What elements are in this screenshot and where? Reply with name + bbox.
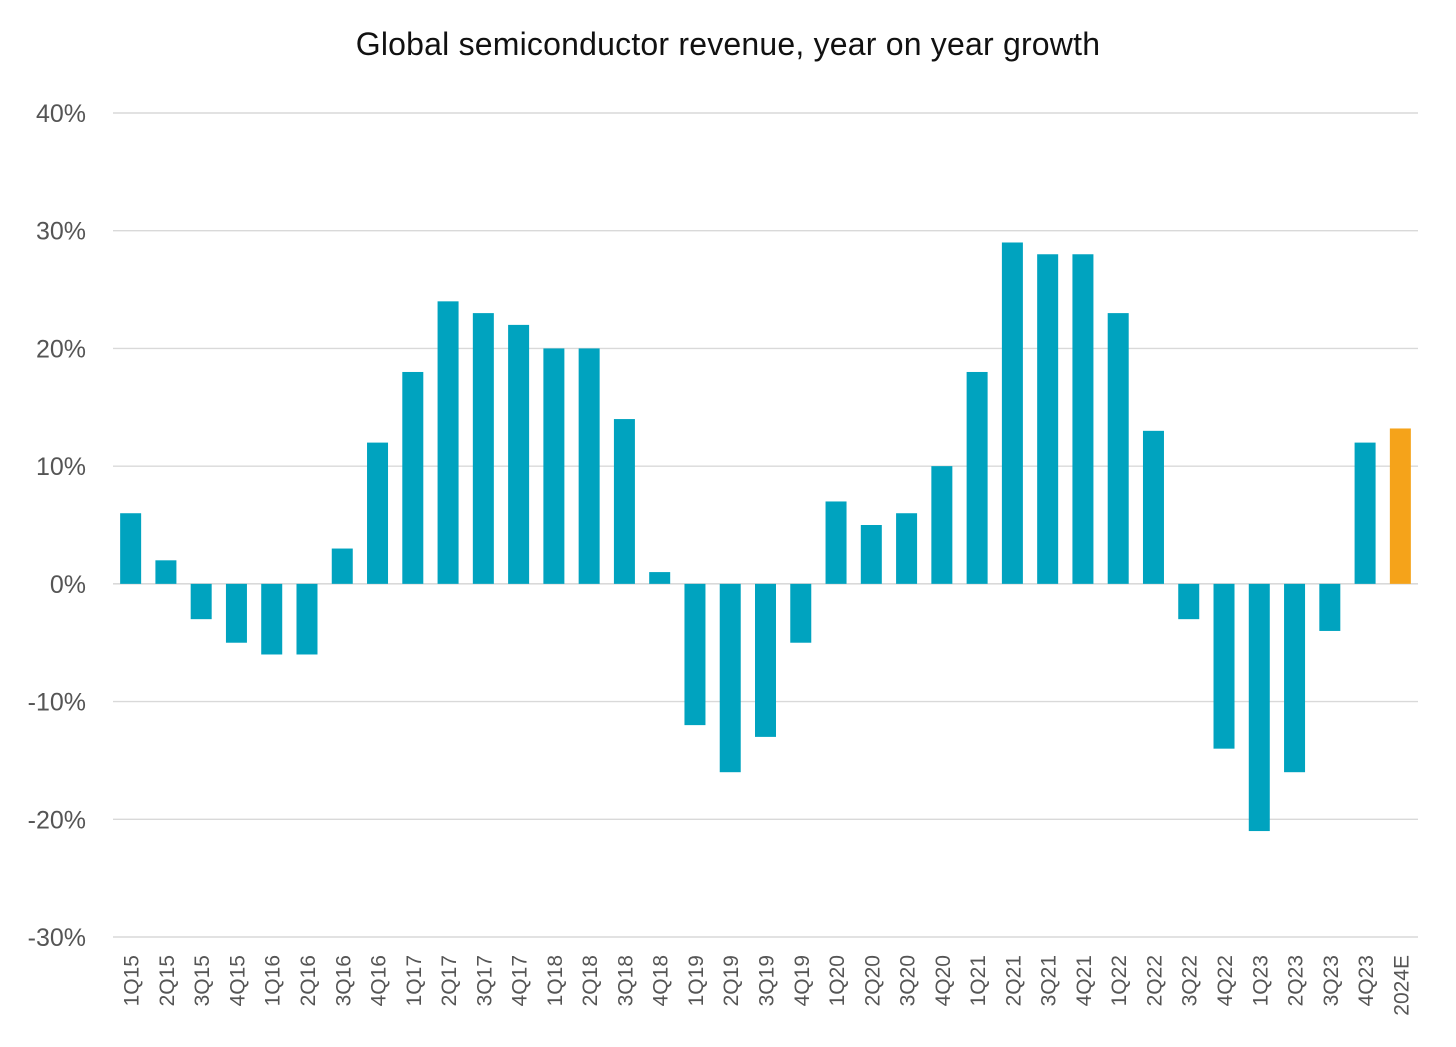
x-tick-label: 2Q17 bbox=[438, 955, 461, 1006]
y-tick-label: 40% bbox=[36, 100, 86, 128]
x-tick-label: 1Q23 bbox=[1249, 955, 1272, 1006]
bar bbox=[402, 371, 424, 584]
y-tick-label: 30% bbox=[36, 218, 86, 246]
bar bbox=[508, 324, 530, 584]
x-tick-label: 3Q20 bbox=[897, 955, 920, 1006]
bar-estimate bbox=[1389, 428, 1411, 584]
bar bbox=[1213, 583, 1235, 749]
x-tick-label: 3Q15 bbox=[191, 955, 214, 1006]
x-tick-label: 4Q22 bbox=[1214, 955, 1237, 1006]
bar bbox=[755, 583, 776, 737]
x-tick-label: 3Q17 bbox=[473, 955, 496, 1006]
x-tick-label: 2Q21 bbox=[1002, 955, 1025, 1006]
bar bbox=[120, 513, 142, 584]
x-tick-label: 3Q16 bbox=[332, 955, 355, 1006]
bar bbox=[1284, 583, 1306, 773]
bar bbox=[1178, 583, 1200, 620]
x-tick-label: 4Q19 bbox=[791, 955, 814, 1006]
y-tick-label: -20% bbox=[28, 806, 86, 834]
bar bbox=[367, 442, 389, 584]
x-tick-label: 1Q15 bbox=[121, 955, 144, 1006]
x-tick-label: 2Q22 bbox=[1143, 955, 1166, 1006]
bar bbox=[825, 501, 847, 584]
x-tick-label: 1Q17 bbox=[403, 955, 426, 1006]
y-tick-label: 20% bbox=[36, 335, 86, 363]
x-tick-label: 1Q20 bbox=[826, 955, 849, 1006]
x-tick-label: 2Q15 bbox=[156, 955, 179, 1006]
x-tick-label: 4Q23 bbox=[1355, 955, 1378, 1006]
x-tick-label: 1Q18 bbox=[544, 955, 567, 1006]
bar bbox=[719, 583, 741, 773]
bar bbox=[1142, 430, 1164, 584]
bar bbox=[1037, 254, 1059, 584]
bar bbox=[931, 466, 953, 584]
x-tick-label: 4Q15 bbox=[226, 955, 249, 1006]
x-tick-label: 3Q22 bbox=[1179, 955, 1202, 1006]
bar bbox=[1248, 583, 1270, 832]
x-tick-label: 1Q19 bbox=[685, 955, 708, 1006]
bar bbox=[966, 371, 988, 584]
x-tick-label: 2Q19 bbox=[720, 955, 743, 1006]
x-tick-label: 2Q16 bbox=[297, 955, 320, 1006]
bar bbox=[649, 572, 671, 584]
x-tick-label: 2024E bbox=[1390, 955, 1413, 1016]
bar bbox=[225, 583, 247, 643]
x-tick-label: 1Q22 bbox=[1108, 955, 1131, 1006]
bar bbox=[331, 548, 353, 584]
x-tick-label: 4Q18 bbox=[650, 955, 673, 1006]
y-tick-label: 0% bbox=[50, 571, 86, 599]
bar bbox=[684, 583, 706, 726]
bars bbox=[120, 242, 1411, 832]
bar bbox=[613, 419, 635, 584]
bar bbox=[296, 583, 318, 655]
bar bbox=[543, 348, 565, 584]
bar bbox=[1072, 254, 1094, 584]
bar bbox=[896, 513, 918, 584]
y-tick-label: -10% bbox=[28, 689, 86, 717]
bar bbox=[1354, 442, 1376, 584]
bar bbox=[155, 560, 177, 584]
y-axis-ticks: 40% 30% 20% 10% 0% -10% -20% -30% bbox=[28, 100, 86, 952]
x-tick-label: 2Q18 bbox=[579, 955, 602, 1006]
x-axis-ticks: 1Q15 2Q15 3Q15 4Q15 1Q16 2Q16 3Q16 4Q16 1Q17 2Q17… bbox=[121, 955, 1414, 1016]
x-tick-label: 4Q21 bbox=[1073, 955, 1096, 1006]
bar bbox=[860, 525, 882, 584]
x-tick-label: 3Q19 bbox=[756, 955, 779, 1006]
x-tick-label: 3Q21 bbox=[1038, 955, 1061, 1006]
bar bbox=[790, 583, 812, 643]
x-tick-label: 3Q23 bbox=[1320, 955, 1343, 1006]
bar bbox=[578, 348, 600, 584]
x-tick-label: 1Q21 bbox=[967, 955, 990, 1006]
bar bbox=[1107, 313, 1129, 584]
x-tick-label: 4Q17 bbox=[509, 955, 532, 1006]
x-tick-label: 2Q23 bbox=[1285, 955, 1308, 1006]
x-tick-label: 4Q16 bbox=[368, 955, 391, 1006]
x-tick-label: 2Q20 bbox=[861, 955, 884, 1006]
chart-title: Global semiconductor revenue, year on ye… bbox=[355, 26, 1101, 62]
gridlines bbox=[113, 112, 1418, 938]
bar bbox=[261, 583, 283, 655]
bar bbox=[1319, 583, 1341, 631]
bar bbox=[472, 313, 494, 584]
x-tick-label: 3Q18 bbox=[614, 955, 637, 1006]
bar bbox=[437, 301, 459, 584]
y-tick-label: -30% bbox=[28, 924, 86, 952]
x-tick-label: 1Q16 bbox=[262, 955, 285, 1006]
bar bbox=[1001, 242, 1023, 584]
x-tick-label: 4Q20 bbox=[932, 955, 955, 1006]
y-tick-label: 10% bbox=[36, 453, 86, 481]
bar bbox=[190, 583, 212, 620]
